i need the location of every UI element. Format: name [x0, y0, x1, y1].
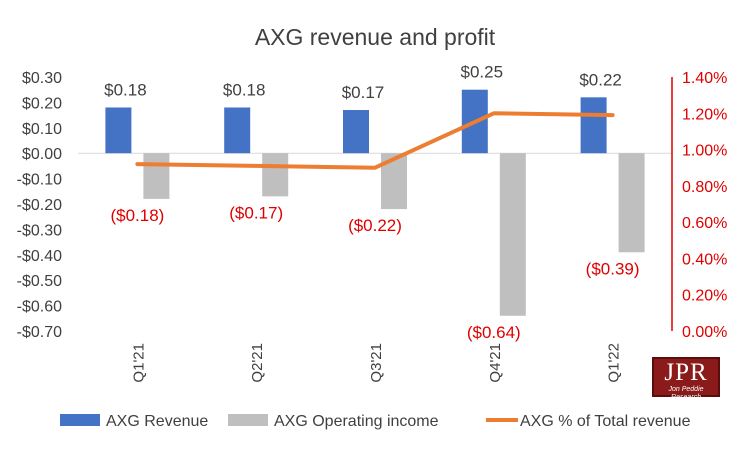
revenue-data-label: $0.17 [342, 83, 385, 102]
left-tick-label: -$0.70 [17, 324, 62, 341]
x-tick-label: Q4'21 [487, 343, 504, 383]
legend-label-operating-income: AXG Operating income [274, 413, 439, 430]
left-tick-label: -$0.10 [17, 172, 62, 189]
left-tick-label: $0.10 [22, 121, 62, 138]
right-tick-label: 0.60% [682, 215, 727, 232]
operating-income-data-label: ($0.64) [467, 323, 521, 342]
left-tick-label: -$0.20 [17, 197, 62, 214]
left-tick-label: -$0.40 [17, 248, 62, 265]
operating-income-bar [143, 153, 170, 199]
left-tick-label: -$0.50 [17, 273, 62, 290]
right-tick-label: 1.40% [682, 70, 727, 87]
right-tick-label: 0.80% [682, 179, 727, 196]
x-tick-label: Q2'21 [249, 343, 266, 383]
revenue-data-label: $0.18 [104, 80, 147, 99]
left-tick-label: -$0.60 [17, 299, 62, 316]
line-series-group [135, 111, 615, 170]
revenue-bar [580, 97, 607, 154]
operating-income-data-label: ($0.17) [229, 203, 283, 222]
right-tick-label: 0.40% [682, 251, 727, 268]
left-tick-label: $0.00 [22, 146, 62, 163]
legend-label-percent: AXG % of Total revenue [520, 413, 691, 430]
x-tick-label: Q3'21 [368, 343, 385, 383]
legend-swatch-operating-income [228, 414, 268, 426]
data-labels-group: $0.18 ($0.18) $0.18 ($0.17) $0.17 ($0.22) $0.2… [104, 63, 639, 342]
x-tick-label: Q1'21 [130, 343, 147, 383]
revenue-data-label: $0.25 [461, 63, 504, 82]
legend-swatch-revenue [60, 414, 100, 426]
percent-of-total-point [135, 162, 139, 166]
right-tick-label: 1.20% [682, 106, 727, 123]
percent-of-total-point [254, 164, 258, 168]
right-tick-label: 1.00% [682, 143, 727, 160]
logo-subtext: Jon Peddie Research [668, 386, 704, 401]
x-axis: Q1'21 Q2'21 Q3'21 Q4'21 Q1'22 [130, 343, 622, 383]
left-tick-label: $0.20 [22, 95, 62, 112]
left-tick-label: $0.30 [22, 70, 62, 87]
logo-text: JPR [664, 359, 708, 386]
x-tick-label: Q1'22 [606, 343, 623, 383]
chart-title: AXG revenue and profit [255, 24, 496, 50]
percent-of-total-point [492, 111, 496, 115]
jpr-logo: JPR Jon Peddie Research [652, 357, 720, 401]
legend: AXG Revenue AXG Operating income AXG % of … [60, 413, 691, 430]
left-tick-label: -$0.30 [17, 222, 62, 239]
percent-of-total-line [135, 111, 615, 170]
revenue-bar [224, 107, 251, 154]
right-tick-label: 0.00% [682, 324, 727, 341]
percent-of-total-point [373, 166, 377, 170]
operating-income-bar [262, 153, 289, 197]
operating-income-bar [499, 153, 526, 316]
left-y-axis: $0.30 $0.20 $0.10 $0.00 -$0.10 -$0.20 -$0.30 -$… [17, 70, 62, 341]
legend-label-revenue: AXG Revenue [106, 413, 208, 430]
revenue-bar [343, 110, 369, 154]
operating-income-data-label: ($0.22) [348, 216, 402, 235]
right-y-axis: 1.40% 1.20% 1.00% 0.80% 0.60% 0.40% 0.20% 0.00% [682, 70, 727, 341]
bars-group [105, 89, 645, 316]
operating-income-bar [618, 153, 645, 253]
revenue-data-label: $0.22 [579, 70, 622, 89]
revenue-data-label: $0.18 [223, 80, 266, 99]
operating-income-data-label: ($0.39) [586, 259, 640, 278]
operating-income-data-label: ($0.18) [110, 206, 164, 225]
right-tick-label: 0.20% [682, 288, 727, 305]
revenue-bar [105, 107, 132, 154]
percent-of-total-point [611, 113, 615, 117]
